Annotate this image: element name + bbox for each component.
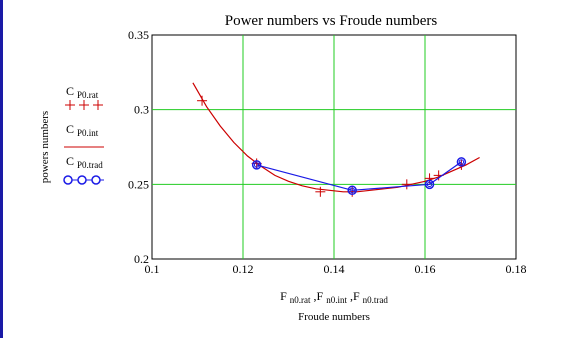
legend-trad-circle — [63, 175, 73, 185]
x-tick-label: 0.16 — [415, 262, 436, 276]
x-axis-label: Froude numbers — [298, 311, 370, 323]
x-tick-label: 0.18 — [506, 262, 527, 276]
legend: C P0.rat C P0.int C P0.trad — [63, 84, 104, 185]
y-tick-label: 0.25 — [128, 177, 149, 191]
x-var-1-sub: n0.int — [326, 295, 347, 305]
legend-int-sub: P0.int — [77, 128, 99, 138]
legend-trad-circle — [91, 175, 101, 185]
data-point-P0-trad — [251, 160, 262, 170]
data-point-inner-P0-trad — [253, 162, 260, 168]
x-tick-label: 0.1 — [145, 262, 160, 276]
data-point-inner-P0-trad — [458, 159, 465, 165]
y-tick-label: 0.2 — [134, 252, 149, 266]
data-point-inner-P0-trad — [349, 187, 355, 194]
legend-rat-sub: P0.rat — [77, 90, 99, 100]
y-tick-label: 0.35 — [128, 28, 149, 42]
x-var-1-main: ,F — [314, 289, 327, 303]
x-axis-variables: F n0.rat ,F n0.int ,F n0.trad — [280, 289, 388, 306]
data-point-P0-trad — [456, 157, 467, 167]
legend-int-main: C — [66, 122, 77, 136]
data-point-P0-trad — [347, 185, 357, 196]
series-line-P0-int — [192, 82, 480, 193]
y-axis-label: powers numbers — [39, 111, 51, 183]
series-line-P0-trad — [256, 161, 462, 191]
legend-rat-glyph — [65, 100, 103, 110]
window-left-border — [0, 0, 3, 338]
x-var-2-main: ,F — [350, 289, 363, 303]
x-tick-labels: 0.1 0.12 0.14 0.16 0.18 — [145, 262, 527, 276]
chart-title: Power numbers vs Froude numbers — [225, 13, 438, 29]
legend-trad-main: C — [66, 154, 77, 168]
y-tick-label: 0.3 — [134, 103, 149, 117]
x-tick-label: 0.14 — [324, 262, 345, 276]
legend-trad-glyph — [63, 175, 104, 185]
legend-trad-circle — [77, 175, 87, 185]
legend-rat-main: C — [66, 84, 77, 98]
x-var-2-sub: n0.trad — [363, 295, 389, 305]
series-layer — [192, 82, 480, 197]
legend-label-rat: C P0.rat — [66, 84, 99, 100]
data-point-P0-trad — [424, 179, 435, 190]
legend-trad-sub: P0.trad — [77, 160, 103, 170]
legend-label-int: C P0.int — [66, 122, 99, 138]
y-tick-labels: 0.2 0.25 0.3 0.35 — [128, 28, 149, 266]
data-point-inner-P0-trad — [426, 181, 433, 188]
legend-label-trad: C P0.trad — [66, 154, 103, 170]
x-var-0-sub: n0.rat — [290, 295, 311, 305]
x-tick-label: 0.12 — [233, 262, 254, 276]
x-var-0-main: F — [280, 289, 290, 303]
grid-lines — [152, 35, 516, 259]
